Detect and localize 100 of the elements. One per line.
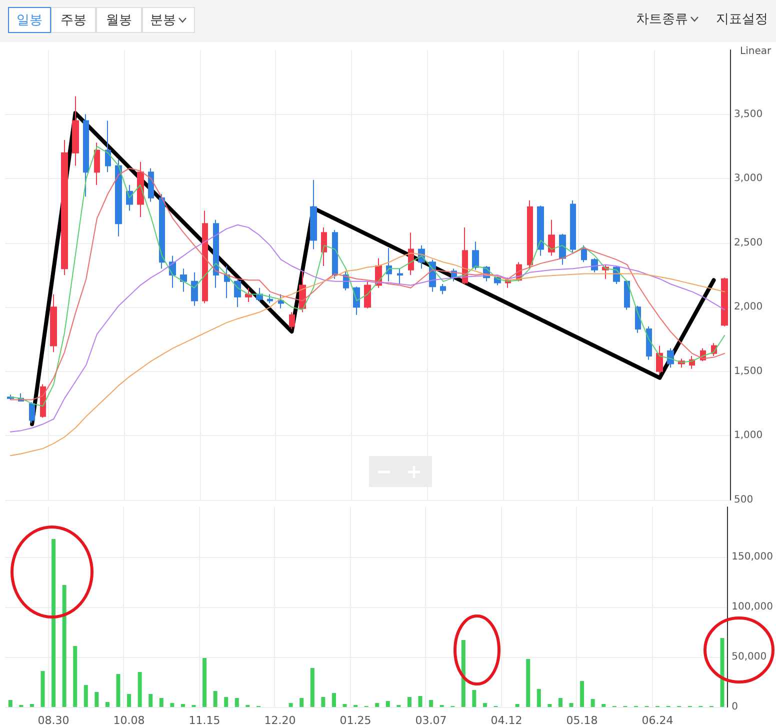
x-tick-label: 10.08 [113, 714, 145, 727]
candlestick [267, 294, 273, 304]
x-tick-label: 12.20 [264, 714, 296, 727]
candlestick [191, 272, 198, 306]
candlestick [278, 294, 284, 309]
candlestick [408, 232, 414, 276]
candlestick [440, 284, 446, 295]
candlestick [180, 268, 187, 292]
bar [375, 703, 380, 707]
candlestick [234, 280, 241, 308]
x-tick-label: 05.18 [566, 714, 598, 727]
candlestick [202, 210, 208, 304]
y-tick-label: 50,000 [732, 652, 767, 662]
bar [300, 698, 304, 707]
bar [73, 646, 78, 707]
bar [526, 659, 530, 707]
candlestick [332, 230, 338, 280]
candlestick [115, 158, 122, 237]
y-tick-label: 2,500 [734, 237, 763, 248]
bar [461, 640, 466, 707]
bar [321, 697, 326, 707]
bar [602, 704, 606, 707]
text: Linear [740, 46, 772, 57]
candlestick [137, 161, 144, 218]
text: 월봉 [96, 7, 142, 33]
candlestick [213, 219, 219, 288]
y-tick-label: 100,000 [732, 602, 774, 612]
candlestick [29, 402, 35, 424]
candlestick [527, 200, 533, 270]
bar [234, 698, 239, 707]
bar [30, 704, 34, 707]
bar [159, 698, 164, 707]
bar [720, 638, 724, 707]
candlestick [570, 200, 576, 254]
bar [116, 674, 120, 707]
candlestick [364, 280, 371, 309]
candlestick [159, 194, 165, 270]
bar [288, 703, 293, 707]
bar [342, 704, 347, 707]
y-tick-label: 500 [734, 494, 754, 506]
bar [548, 704, 552, 707]
bar [148, 694, 153, 707]
bar [170, 703, 174, 707]
candlestick [591, 258, 598, 273]
candlestick [721, 277, 728, 327]
y-tick-label: 0 [732, 702, 738, 712]
bar [105, 702, 110, 707]
bar [569, 703, 574, 707]
bar [310, 668, 314, 707]
bar [418, 696, 422, 707]
y-tick-label: 3,000 [734, 173, 763, 184]
bar [8, 700, 12, 707]
bar [127, 694, 132, 707]
candlestick [656, 345, 663, 374]
bar [332, 693, 336, 707]
candlestick [624, 280, 630, 310]
candlestick [537, 205, 544, 256]
bar [84, 685, 88, 707]
text: 분봉 [142, 7, 195, 33]
bar [482, 703, 487, 707]
bar [62, 585, 66, 707]
y-tick-label: 1,500 [734, 366, 763, 377]
candlestick [646, 326, 652, 360]
bar [429, 700, 434, 707]
candlestick [83, 114, 89, 198]
bar [472, 690, 476, 707]
y-tick-label: 150,000 [732, 552, 774, 562]
candlestick [310, 179, 317, 250]
bar [94, 692, 99, 707]
text: 주봉 [51, 7, 96, 33]
y-tick-label: 2,000 [734, 302, 763, 313]
candlestick [581, 244, 587, 263]
bar [180, 704, 185, 707]
candlestick [61, 140, 68, 276]
bar [40, 671, 45, 707]
candlestick [559, 233, 566, 266]
bar [386, 701, 390, 707]
bar [407, 697, 412, 707]
candlestick [148, 168, 154, 202]
candlestick [548, 219, 555, 256]
y-tick-label: 1,000 [734, 430, 763, 442]
line-series [10, 252, 726, 456]
candlestick [321, 226, 327, 266]
x-tick-label: 06.24 [642, 714, 674, 727]
candlestick [50, 294, 57, 353]
x-tick-label: 04.12 [490, 714, 522, 727]
x-tick-label: 11.15 [188, 714, 220, 727]
candlestick [472, 241, 479, 270]
candlestick [94, 142, 100, 186]
candlestick [386, 248, 392, 282]
bar [52, 539, 56, 707]
y-tick-label: 3,500 [734, 108, 763, 120]
candlestick [667, 348, 674, 368]
bar [202, 658, 207, 707]
bar [224, 697, 228, 707]
x-tick-label: 08.30 [38, 714, 70, 727]
candlestick [72, 96, 79, 166]
text: 지표설정 [716, 11, 768, 28]
bar [536, 689, 541, 707]
bar [515, 704, 520, 707]
